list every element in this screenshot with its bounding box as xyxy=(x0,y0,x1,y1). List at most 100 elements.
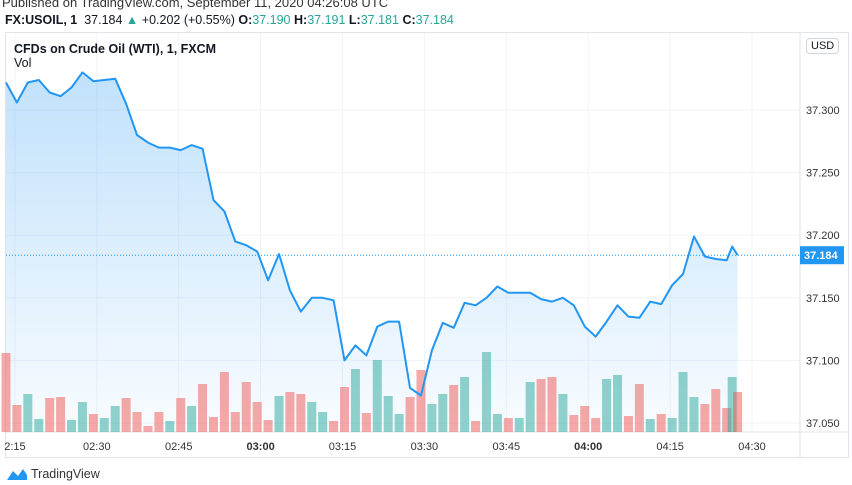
volume-bar xyxy=(727,377,737,432)
low-value: 37.181 xyxy=(360,13,399,27)
high-label: H: xyxy=(293,13,308,27)
volume-bar xyxy=(383,396,393,432)
volume-bar xyxy=(492,414,502,432)
y-tick-label: 37.250 xyxy=(806,168,840,180)
volume-bar xyxy=(165,421,175,432)
volume-bar xyxy=(67,420,77,432)
volume-bar xyxy=(23,394,33,432)
volume-bar xyxy=(241,382,251,432)
y-tick-label: 37.200 xyxy=(806,230,840,242)
volume-bar xyxy=(340,387,350,432)
volume-bar xyxy=(623,416,633,432)
volume-bar xyxy=(187,406,197,432)
volume-bar xyxy=(634,384,644,432)
price-line xyxy=(5,71,739,397)
volume-bar xyxy=(154,412,164,432)
volume-bar xyxy=(569,415,579,432)
volume-bar xyxy=(525,382,535,432)
symbol-bar: FX:USOIL, 1 37.184 ▲ +0.202 (+0.55%) O:3… xyxy=(5,13,454,27)
volume-bar xyxy=(427,404,437,432)
triangle-up-icon: ▲ xyxy=(125,13,139,27)
chart-legend: CFDs on Crude Oil (WTI), 1, FXCM Vol xyxy=(14,42,216,70)
volume-bar xyxy=(198,384,208,432)
y-tick-label: 37.100 xyxy=(806,355,840,367)
volume-bar xyxy=(1,353,11,432)
x-tick-label: 03:15 xyxy=(329,441,357,453)
volume-bar xyxy=(558,394,568,432)
x-tick-label: 04:15 xyxy=(656,441,684,453)
volume-bar xyxy=(645,419,655,432)
volume-bar xyxy=(405,397,415,432)
footer-brand: TradingView xyxy=(6,467,100,481)
volume-bar xyxy=(700,404,710,432)
price-change: +0.202 (+0.55%) xyxy=(141,13,235,27)
volume-bar xyxy=(503,418,513,432)
brand-name: TradingView xyxy=(31,467,100,481)
volume-bar xyxy=(143,426,153,432)
x-tick-label: 03:00 xyxy=(247,441,275,453)
x-tick-label: 02:45 xyxy=(165,441,193,453)
volume-bar xyxy=(460,377,470,432)
x-tick-label: 04:30 xyxy=(738,441,766,453)
volume-bar xyxy=(121,398,131,432)
volume-bar xyxy=(318,412,328,432)
x-tick-label: 03:30 xyxy=(411,441,439,453)
volume-bar xyxy=(547,377,557,432)
volume-bar xyxy=(722,408,732,432)
open-value: 37.190 xyxy=(252,13,291,27)
volume-bar xyxy=(252,402,262,432)
last-price-badge xyxy=(800,246,844,265)
volume-bar xyxy=(613,375,623,432)
volume-bar xyxy=(56,397,66,432)
close-value: 37.184 xyxy=(415,13,454,27)
volume-bar xyxy=(34,419,44,432)
volume-bar xyxy=(274,396,284,432)
volume-bar xyxy=(307,402,317,432)
volume-bar xyxy=(110,406,120,432)
close-label: C: xyxy=(402,13,416,27)
x-tick-label: 04:00 xyxy=(574,441,602,453)
volume-bar xyxy=(176,398,186,432)
volume-bar xyxy=(733,392,743,432)
volume-bar xyxy=(449,385,459,432)
volume-bar xyxy=(536,379,546,432)
tradingview-logo-icon xyxy=(7,469,27,480)
volume-bar xyxy=(329,421,339,432)
volume-bar xyxy=(394,414,404,432)
volume-bar xyxy=(99,418,109,432)
price-area xyxy=(6,72,738,433)
volume-bar xyxy=(132,412,142,432)
y-tick-label: 37.300 xyxy=(806,105,840,117)
x-tick-label: 03:45 xyxy=(493,441,521,453)
volume-bar xyxy=(372,360,382,432)
low-label: L: xyxy=(348,13,361,27)
volume-bar xyxy=(580,406,590,432)
legend-title: CFDs on Crude Oil (WTI), 1, FXCM xyxy=(14,42,217,56)
published-caption: Published on TradingView.com, September … xyxy=(2,0,389,10)
volume-bar xyxy=(591,418,601,432)
volume-bar xyxy=(77,402,87,432)
volume-bar xyxy=(438,394,448,432)
chart-frame xyxy=(5,32,849,458)
volume-bar xyxy=(678,372,688,432)
y-tick-label: 37.150 xyxy=(806,293,840,305)
volume-bar xyxy=(514,418,524,432)
volume-bar xyxy=(481,352,491,432)
volume-bar xyxy=(45,398,55,432)
x-tick-label: 02:30 xyxy=(83,441,111,453)
volume-bar xyxy=(219,372,229,432)
volume-bar xyxy=(263,420,273,432)
volume-bar xyxy=(230,412,240,432)
legend-vol: Vol xyxy=(14,56,32,70)
volume-bar xyxy=(361,413,371,432)
volume-bar xyxy=(689,397,699,432)
volume-bar xyxy=(471,421,481,432)
volume-bar xyxy=(711,389,721,432)
volume-bar xyxy=(350,369,360,432)
volume-bar xyxy=(602,379,612,432)
x-tick-label: 2:15 xyxy=(4,441,25,453)
volume-bar xyxy=(208,417,218,432)
open-label: O: xyxy=(238,13,253,27)
currency-button[interactable]: USD xyxy=(806,38,840,54)
